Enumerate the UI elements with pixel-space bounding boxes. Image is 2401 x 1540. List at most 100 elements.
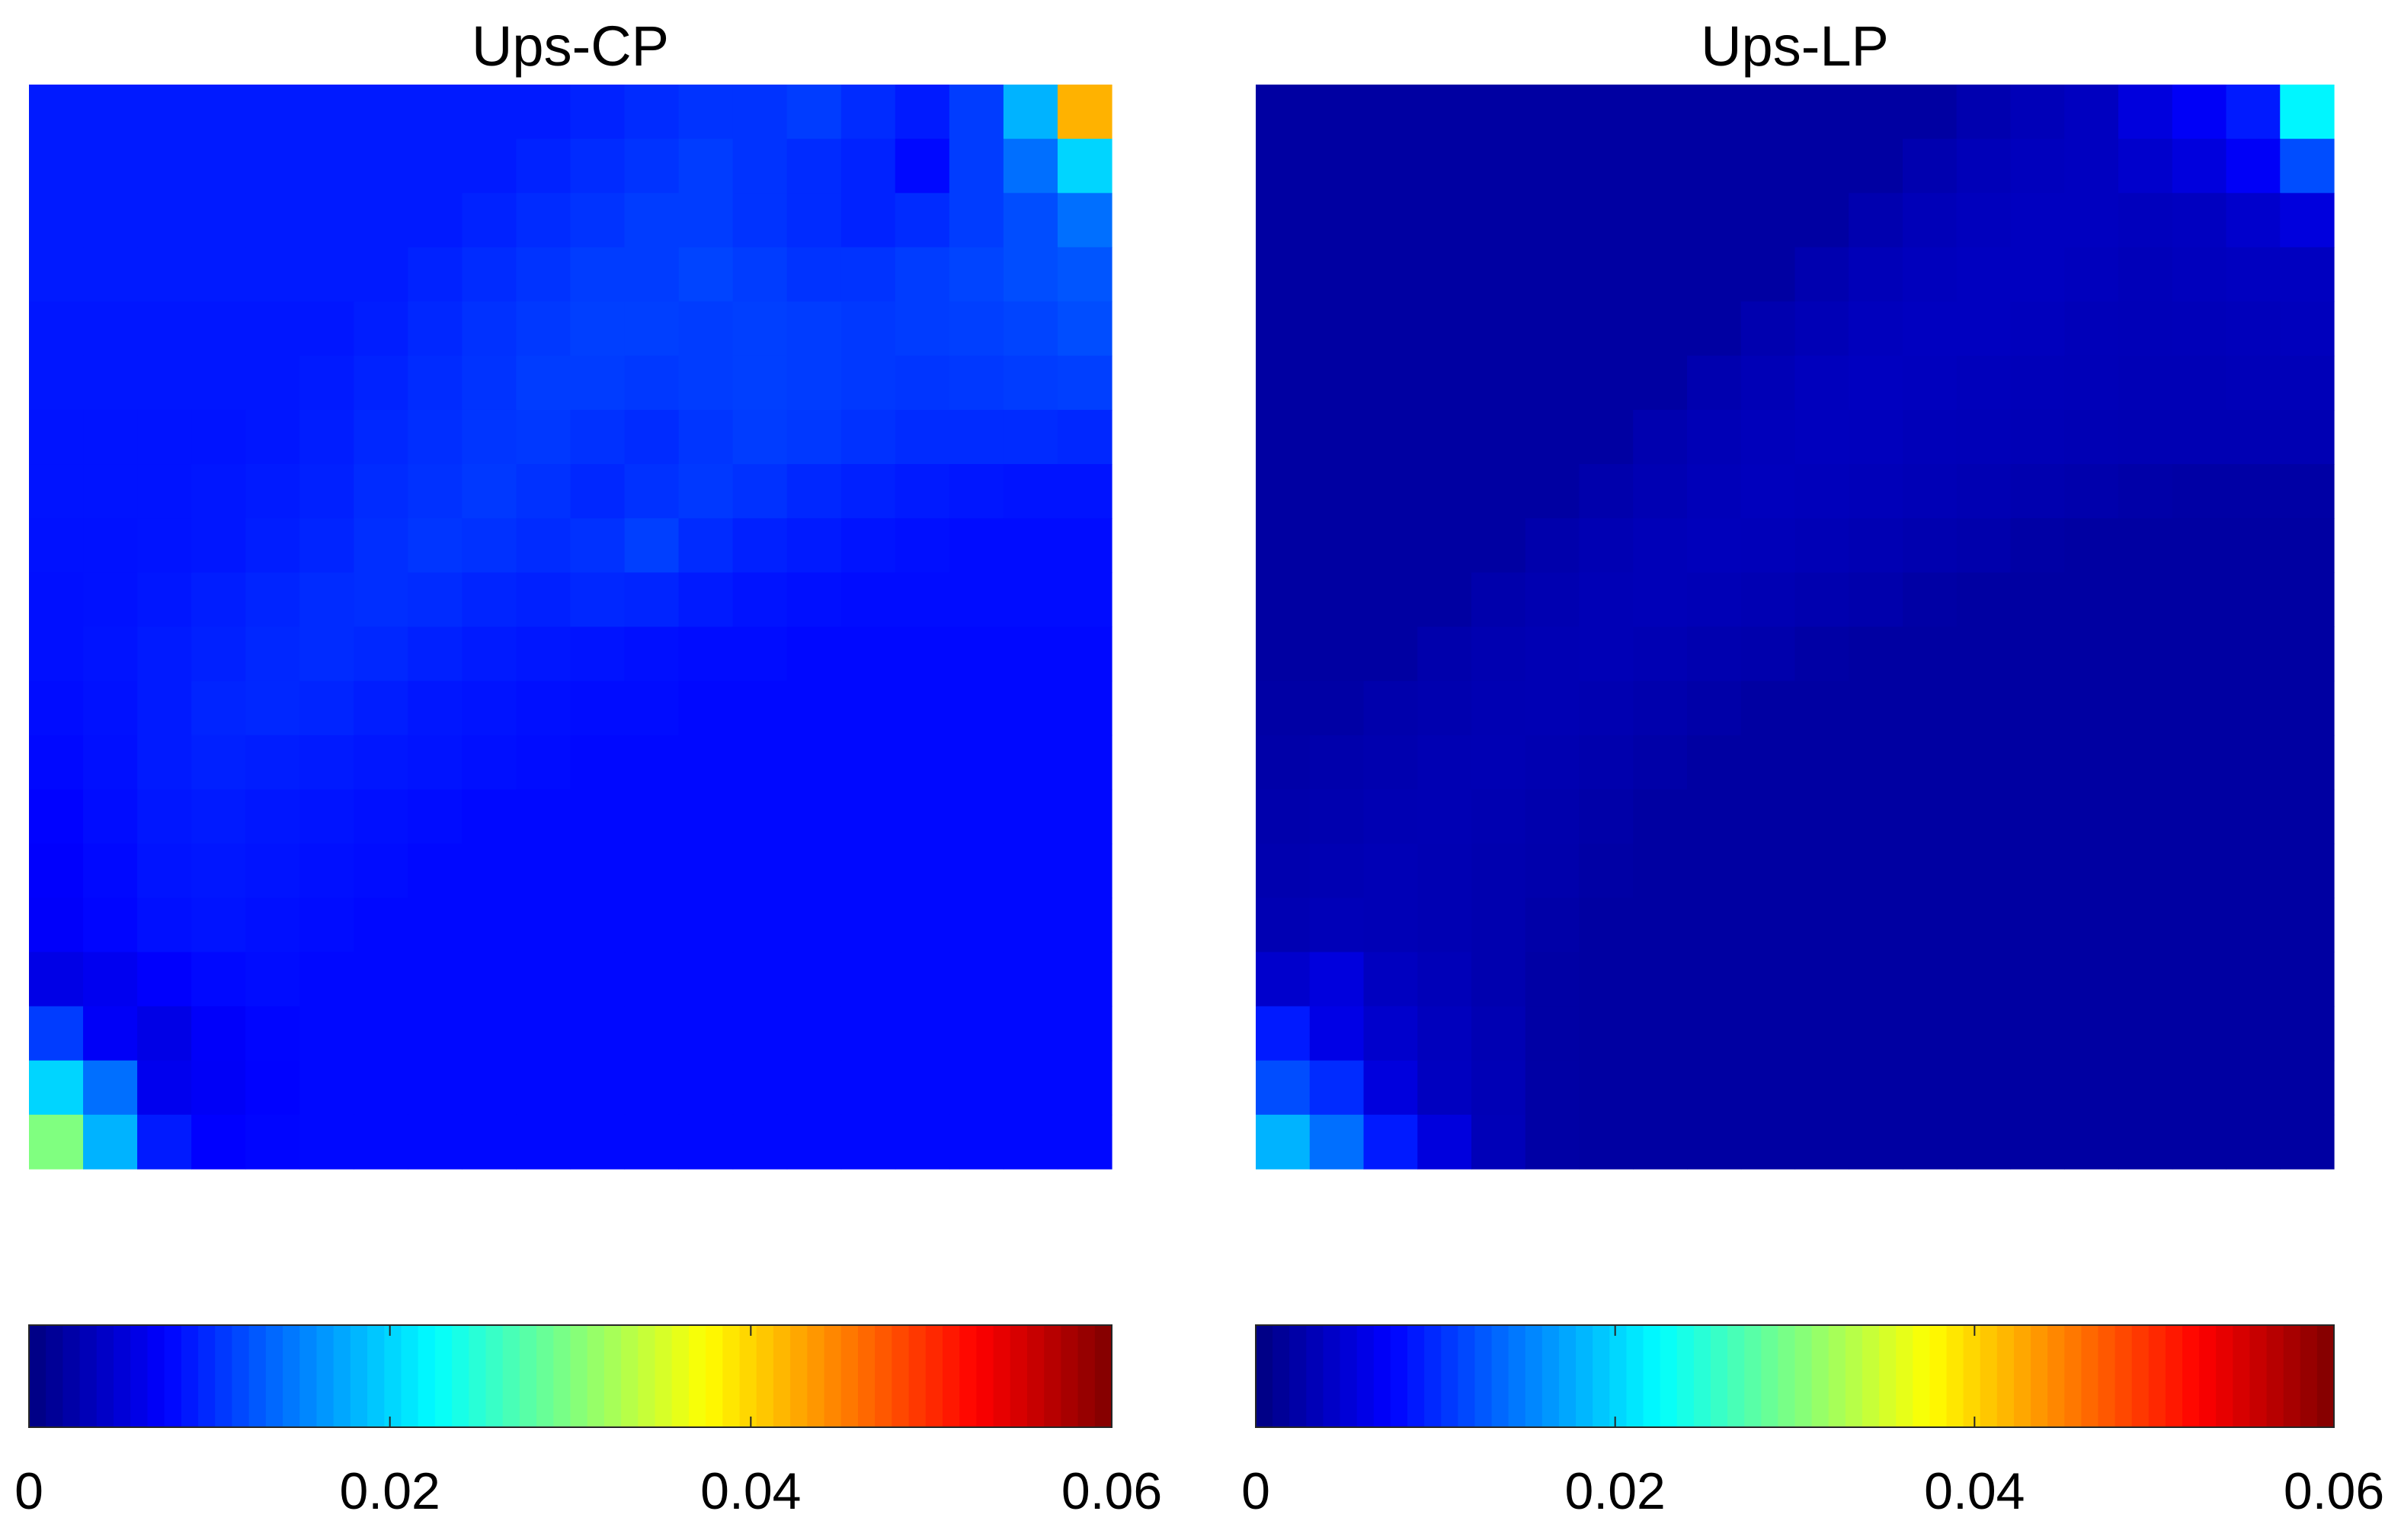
heatmap-cell [1256, 464, 1311, 519]
heatmap-cell [1003, 409, 1058, 465]
heatmap-cell [516, 85, 571, 139]
colorbar-swatch [2266, 1325, 2284, 1427]
heatmap-cell [840, 409, 896, 465]
heatmap-cell [1740, 301, 1796, 357]
heatmap-cell [1740, 1114, 1796, 1170]
heatmap-cell [516, 1006, 571, 1061]
colorbar-swatch [215, 1325, 233, 1427]
heatmap-cell [1579, 193, 1634, 248]
heatmap-cell [516, 464, 571, 519]
heatmap-cell [2280, 844, 2335, 898]
heatmap-cell [1057, 247, 1112, 303]
heatmap-cell [137, 789, 192, 844]
heatmap-cell [2010, 898, 2065, 952]
heatmap-cell [2280, 85, 2335, 139]
heatmap-cell [1633, 898, 1688, 952]
heatmap-cell [949, 572, 1004, 628]
heatmap-cell [1471, 193, 1526, 248]
heatmap-cell [786, 139, 842, 194]
heatmap-cell [1417, 355, 1472, 411]
heatmap-cell [2172, 680, 2227, 736]
heatmap-cell [2280, 1114, 2335, 1170]
heatmap-cell [2280, 464, 2335, 519]
heatmap-cell [1794, 1060, 1849, 1116]
heatmap-cell [1309, 844, 1365, 898]
heatmap-cell [1849, 1006, 1903, 1061]
colorbar-swatch [706, 1325, 723, 1427]
heatmap-cell [408, 85, 463, 139]
heatmap-cell [1633, 680, 1688, 736]
heatmap-cell [29, 952, 84, 1007]
heatmap-cell [1633, 789, 1688, 844]
heatmap-cell [1256, 1060, 1311, 1116]
heatmap-cell [1525, 898, 1580, 952]
heatmap-cell [624, 844, 680, 898]
heatmap-cell [2280, 409, 2335, 465]
colorbar-swatch [2233, 1325, 2251, 1427]
heatmap-cell [1740, 85, 1796, 139]
heatmap-cell [1956, 789, 2012, 844]
heatmap-cell [1363, 193, 1418, 248]
heatmap-cell [408, 301, 463, 357]
heatmap-cell [299, 898, 354, 952]
heatmap-cell [570, 1114, 626, 1170]
heatmap-cell [2172, 139, 2227, 194]
heatmap-cell [2118, 735, 2173, 790]
heatmap-cell [1309, 139, 1365, 194]
heatmap-cell [1849, 572, 1903, 628]
colorbar-swatch [299, 1325, 318, 1427]
colorbar-swatch [756, 1325, 774, 1427]
heatmap-cell [2118, 952, 2173, 1007]
heatmap-cell [137, 952, 192, 1007]
heatmap-cell [840, 735, 896, 790]
heatmap-cell [1956, 518, 2012, 573]
heatmap-cell [245, 139, 300, 194]
heatmap-cell [2172, 626, 2227, 682]
heatmap-cell [2280, 789, 2335, 844]
heatmap-cell [1849, 1060, 1903, 1116]
heatmap-cell [2064, 139, 2119, 194]
colorbar-swatch [333, 1325, 351, 1427]
heatmap-cell [949, 789, 1004, 844]
colorbar-tick-label: 0.02 [1564, 1462, 1665, 1520]
heatmap-cell [29, 844, 84, 898]
heatmap-cell [462, 139, 517, 194]
heatmap-cell [2064, 301, 2119, 357]
heatmap-cell [1903, 626, 1958, 682]
heatmap-cell [191, 626, 246, 682]
heatmap-cell [1256, 518, 1311, 573]
heatmap-cell [678, 1114, 734, 1170]
heatmap-cell [1256, 626, 1311, 682]
heatmap-cell [570, 1060, 626, 1116]
heatmap-cell [1309, 898, 1365, 952]
heatmap-cell [1794, 85, 1849, 139]
heatmap-cell [29, 626, 84, 682]
colorbar-swatch [1273, 1325, 1290, 1427]
colorbar-swatch [1593, 1325, 1610, 1427]
heatmap-cell [516, 844, 571, 898]
heatmap-cell [516, 626, 571, 682]
heatmap-cell [354, 1006, 408, 1061]
heatmap-cell [840, 572, 896, 628]
heatmap-cell [2226, 952, 2281, 1007]
heatmap-cell [840, 626, 896, 682]
colorbar-swatch [587, 1325, 605, 1427]
heatmap-cell [1417, 193, 1472, 248]
heatmap-cell [840, 464, 896, 519]
heatmap-cell [29, 409, 84, 465]
heatmap-cell [245, 626, 300, 682]
heatmap-cell [732, 735, 788, 790]
heatmap-cell [1579, 1060, 1634, 1116]
heatmap-cell [299, 247, 354, 303]
colorbar-swatch [1660, 1325, 1678, 1427]
heatmap-cell [1903, 735, 1958, 790]
heatmap-cell [1633, 844, 1688, 898]
heatmap-cell [1633, 247, 1688, 303]
colorbar-swatch [1643, 1325, 1661, 1427]
heatmap-cell [1794, 518, 1849, 573]
heatmap-cell [786, 844, 842, 898]
heatmap-cell [299, 626, 354, 682]
heatmap-cell [137, 85, 192, 139]
heatmap-cell [516, 952, 571, 1007]
heatmap-cell [83, 85, 138, 139]
